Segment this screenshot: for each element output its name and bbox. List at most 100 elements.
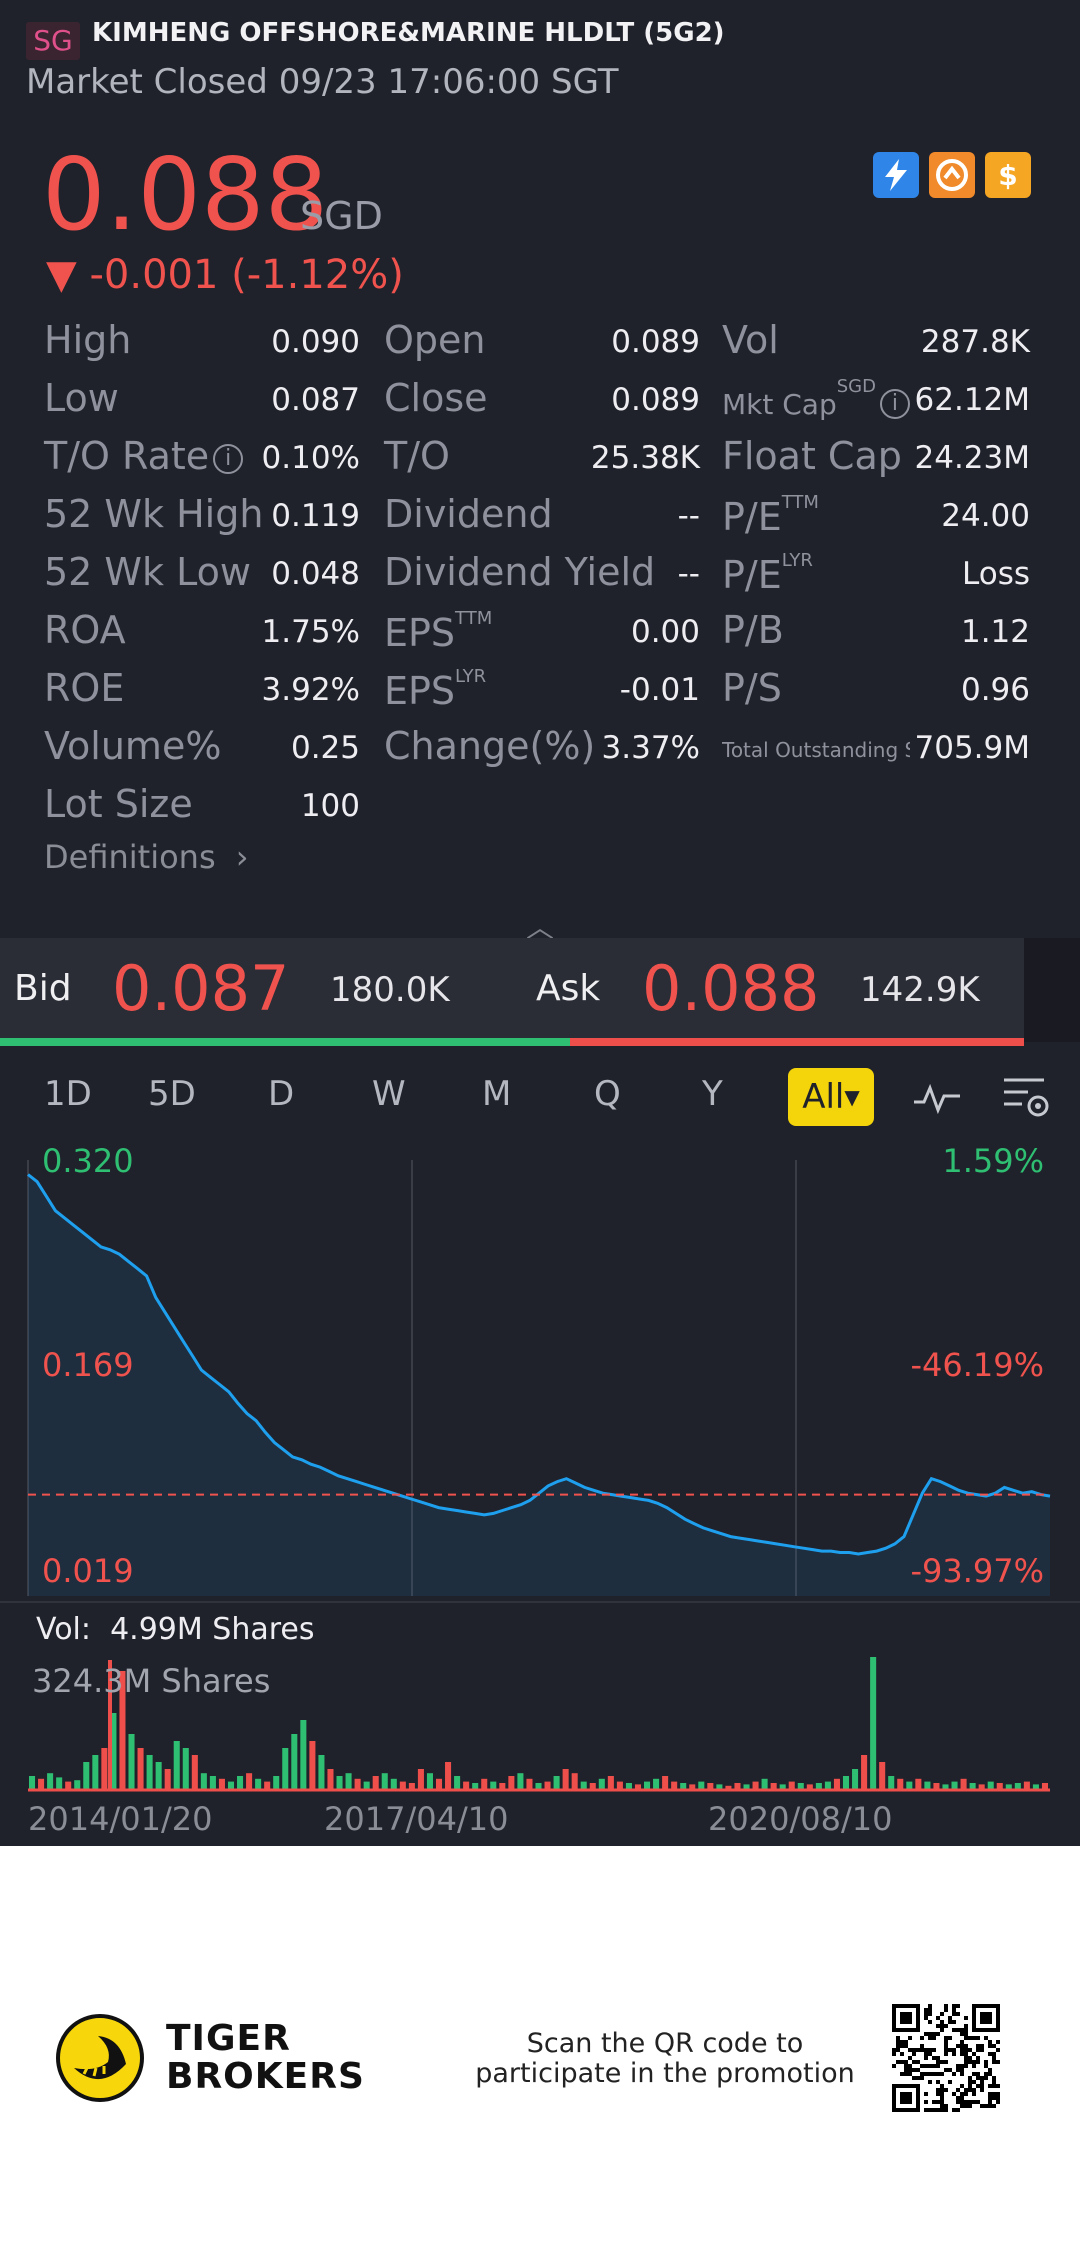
volume-bar bbox=[978, 1784, 985, 1790]
qr-module bbox=[936, 2024, 940, 2028]
qr-module bbox=[932, 2108, 936, 2112]
chart-settings-icon[interactable] bbox=[1000, 1074, 1050, 1124]
volume-bar bbox=[797, 1783, 804, 1790]
qr-module bbox=[964, 2024, 968, 2028]
volume-bar bbox=[598, 1778, 605, 1790]
qr-module bbox=[940, 2020, 944, 2024]
qr-module bbox=[900, 2012, 912, 2024]
bid-ask-panel bbox=[0, 938, 1024, 1042]
volume-current-value: 4.99M Shares bbox=[110, 1612, 315, 1647]
qr-module bbox=[932, 2072, 936, 2076]
x-label-start: 2014/01/20 bbox=[28, 1800, 213, 1838]
bid-label: Bid bbox=[14, 968, 72, 1009]
qr-module bbox=[964, 2056, 968, 2060]
tab-5d[interactable]: 5D bbox=[148, 1074, 196, 1114]
stat-label-text: Mkt Cap bbox=[722, 388, 837, 421]
volume-bar bbox=[1014, 1783, 1021, 1790]
qr-module bbox=[944, 2068, 948, 2072]
pct-label-top: 1.59% bbox=[942, 1142, 1044, 1180]
qr-module bbox=[948, 2068, 952, 2072]
volume-bar bbox=[779, 1784, 786, 1790]
lightning-icon[interactable] bbox=[873, 152, 919, 198]
stat1-label-5: ROA bbox=[44, 608, 126, 652]
qr-module bbox=[972, 2088, 976, 2092]
volume-bar bbox=[625, 1783, 632, 1790]
brand-name-line2: BROKERS bbox=[166, 2056, 365, 2097]
qr-module bbox=[896, 2040, 900, 2044]
tab-m[interactable]: M bbox=[482, 1074, 512, 1114]
tab-q[interactable]: Q bbox=[594, 1074, 621, 1114]
stat2-value-6: -0.01 bbox=[619, 672, 700, 708]
stat3-value-0: 287.8K bbox=[920, 324, 1030, 360]
tab-d[interactable]: D bbox=[268, 1074, 295, 1114]
qr-module bbox=[940, 2092, 944, 2096]
qr-module bbox=[988, 2044, 992, 2048]
stat2-label-2: T/O bbox=[384, 434, 450, 478]
volume-bar bbox=[888, 1776, 895, 1790]
tab-1d[interactable]: 1D bbox=[44, 1074, 92, 1114]
qr-module bbox=[900, 2092, 912, 2104]
stat2-value-3: -- bbox=[677, 498, 700, 534]
qr-module bbox=[960, 2048, 964, 2052]
qr-module bbox=[936, 2064, 940, 2068]
qr-module bbox=[936, 2016, 940, 2020]
stat-label-text: Total Outstanding Sha bbox=[722, 738, 910, 762]
stat1-value-6: 3.92% bbox=[261, 672, 360, 708]
stat2-label-0: Open bbox=[384, 318, 486, 362]
qr-module bbox=[924, 2092, 928, 2096]
info-icon[interactable]: i bbox=[213, 444, 244, 474]
stat3-label-6: P/S bbox=[722, 666, 782, 710]
tiger-icon[interactable] bbox=[929, 152, 975, 198]
qr-module bbox=[960, 2028, 964, 2032]
stat3-label-2: Float Cap bbox=[722, 434, 902, 478]
qr-module bbox=[932, 2100, 936, 2104]
stat3-value-2: 24.23M bbox=[914, 440, 1031, 476]
qr-module bbox=[976, 2036, 980, 2040]
stat3-label-0: Vol bbox=[722, 318, 779, 362]
definitions-label: Definitions bbox=[44, 838, 216, 876]
price-chart[interactable]: 0.320 0.169 0.019 1.59% -46.19% -93.97% bbox=[0, 1140, 1080, 1840]
qr-module bbox=[908, 2036, 912, 2040]
qr-module bbox=[960, 2072, 964, 2076]
volume-bar bbox=[463, 1781, 470, 1790]
market-status: Market Closed 09/23 17:06:00 SGT bbox=[26, 62, 619, 102]
volume-bar bbox=[481, 1778, 488, 1790]
qr-module bbox=[952, 2028, 956, 2032]
qr-module bbox=[924, 2016, 928, 2020]
qr-module bbox=[972, 2092, 976, 2096]
stat3-label-3: P/ETTM bbox=[722, 492, 819, 539]
qr-module bbox=[904, 2072, 908, 2076]
volume-scale: 324.3M Shares bbox=[32, 1662, 271, 1700]
ask-label: Ask bbox=[536, 968, 601, 1009]
indicator-icon[interactable] bbox=[912, 1080, 962, 1120]
tab-y[interactable]: Y bbox=[702, 1074, 723, 1114]
promo-text-line2: participate in the promotion bbox=[475, 2058, 855, 2089]
currency-label: SGD bbox=[300, 194, 383, 238]
volume-bar bbox=[74, 1780, 81, 1790]
qr-module bbox=[956, 2012, 960, 2016]
stat3-value-7: 705.9M bbox=[914, 730, 1031, 766]
dollar-icon[interactable]: $ bbox=[985, 152, 1031, 198]
qr-module bbox=[940, 2088, 944, 2092]
qr-module bbox=[992, 2092, 996, 2096]
qr-module bbox=[936, 2092, 940, 2096]
tab-all[interactable]: All▼ bbox=[788, 1068, 874, 1126]
qr-module bbox=[940, 2096, 944, 2100]
qr-module bbox=[984, 2076, 988, 2080]
qr-code[interactable] bbox=[892, 2004, 1000, 2112]
volume-bar bbox=[526, 1778, 533, 1790]
volume-bar bbox=[861, 1755, 868, 1790]
volume-bar bbox=[445, 1762, 452, 1790]
definitions-link[interactable]: Definitions › bbox=[44, 838, 249, 876]
qr-module bbox=[944, 2008, 948, 2012]
info-icon[interactable]: i bbox=[879, 389, 910, 419]
qr-module bbox=[972, 2064, 976, 2068]
volume-bar bbox=[842, 1776, 850, 1790]
volume-bar bbox=[454, 1776, 461, 1790]
tab-w[interactable]: W bbox=[372, 1074, 406, 1114]
qr-module bbox=[976, 2076, 980, 2080]
volume-bar bbox=[56, 1777, 63, 1790]
qr-module bbox=[964, 2064, 968, 2068]
stat3-value-6: 0.96 bbox=[960, 672, 1030, 708]
stat1-label-3: 52 Wk High bbox=[44, 492, 263, 536]
